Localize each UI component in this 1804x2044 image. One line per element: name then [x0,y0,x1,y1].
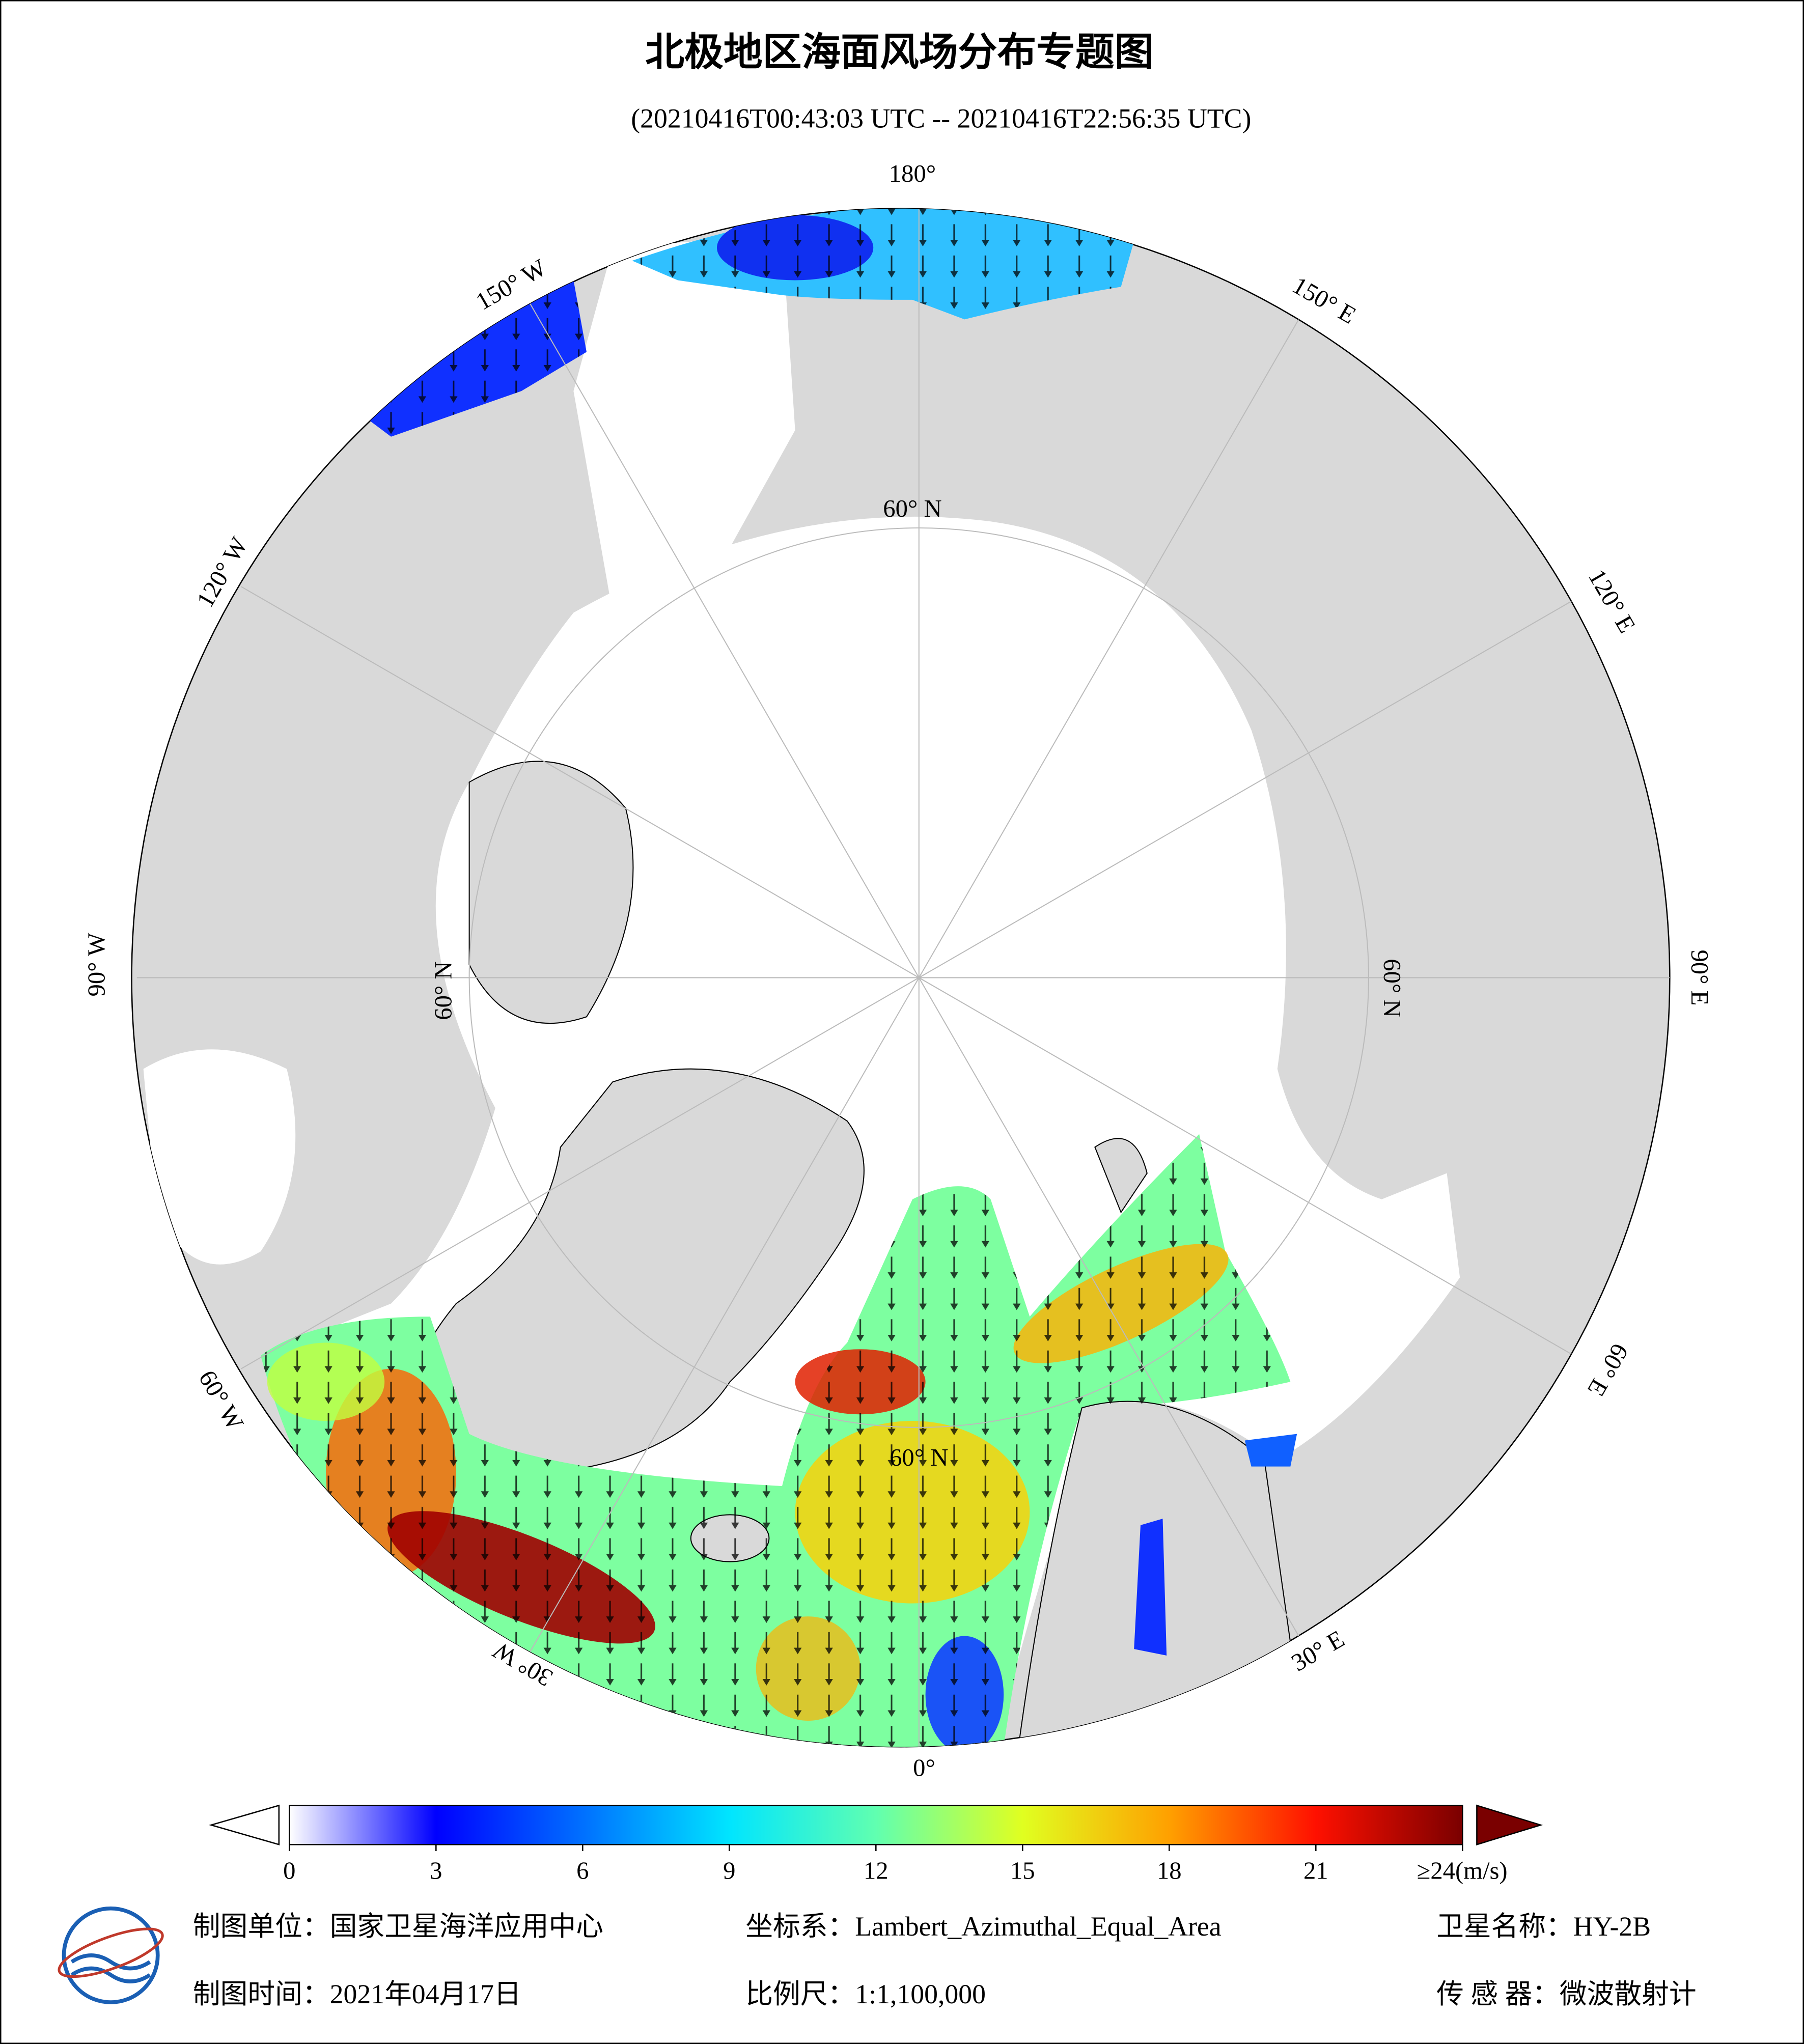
colorbar-tick-label: 6 [576,1857,589,1885]
wind-vectors [260,208,1291,1747]
colorbar-bar [289,1805,1463,1845]
colorbar-tick-label: 12 [864,1857,889,1885]
hudson-bay [143,1049,296,1265]
colorbar-tick-label: 15 [1010,1857,1035,1885]
lat-label: 60° N [883,495,941,522]
satellite: 卫星名称：HY-2B [1436,1911,1651,1942]
svalbard [1094,1138,1148,1214]
lon-label: 90° W [83,933,110,996]
lat-label: 60° N [1378,959,1406,1017]
lat-label: 60° N [430,961,457,1020]
map-date: 制图时间：2021年04月17日 [193,1979,521,2009]
lon-label: 180° [889,160,936,187]
subtitle: (20210416T00:43:03 UTC -- 20210416T22:56… [631,103,1251,133]
wind-field-white-sea [1244,1434,1297,1467]
colorbar-tick-label: 3 [430,1857,442,1885]
graticule [136,208,1670,1747]
title: 北极地区海面风场分布专题图 [645,30,1153,75]
sensor: 传 感 器：微波散射计 [1436,1979,1697,2009]
lon-label: 0° [913,1754,935,1781]
colorbar-tick-label: 9 [723,1857,735,1885]
coordinate-system: 坐标系：Lambert_Azimuthal_Equal_Area [745,1911,1221,1942]
arctic-archipelago [468,761,634,1024]
colorbar-tick-label: 18 [1157,1857,1182,1885]
colorbar-tick-label: 0 [283,1857,295,1885]
map: 180° 150° W 120° W 90° W 60° W 30° W 0° … [83,160,1713,1782]
map-unit: 制图单位：国家卫星海洋应用中心 [193,1911,603,1942]
wind-field-baltic [1134,1519,1167,1656]
colorbar-min-arrow [209,1804,280,1845]
lat-label: 60° N [890,1444,948,1471]
footer: 制图单位：国家卫星海洋应用中心 坐标系：Lambert_Azimuthal_Eq… [58,1906,1697,2009]
colorbar-tick-label: 21 [1303,1857,1328,1885]
lon-label: 90° E [1686,949,1713,1005]
greenland [409,1068,865,1477]
colorbar: 0 3 6 9 12 15 18 21 ≥24(m/s) [209,1804,1543,1885]
logo [58,1906,164,2004]
bering-sea [573,234,795,613]
colorbar-tick-label: ≥24(m/s) [1417,1857,1508,1885]
colorbar-max-arrow [1476,1804,1543,1845]
map-scale: 比例尺：1:1,100,000 [745,1979,986,2009]
